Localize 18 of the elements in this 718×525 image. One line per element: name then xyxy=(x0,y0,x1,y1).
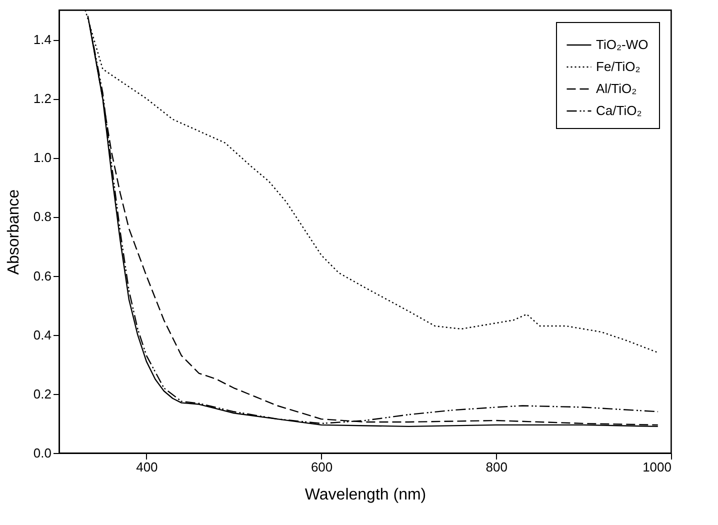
x-tick-label: 800 xyxy=(486,460,508,474)
legend-label: Al/TiO₂ xyxy=(596,81,637,96)
legend-label: Ca/TiO₂ xyxy=(596,103,642,118)
y-tick-label: 0.6 xyxy=(33,268,52,284)
x-axis-title: Wavelength (nm) xyxy=(304,486,426,504)
y-tick-label: 0.4 xyxy=(33,327,52,342)
x-tick-label: 600 xyxy=(310,460,333,474)
y-axis-title: Absorbance xyxy=(5,189,22,275)
x-tick-label: 1000 xyxy=(642,460,672,474)
x-tick-label: 400 xyxy=(136,460,158,474)
legend-label: Fe/TiO₂ xyxy=(596,59,640,74)
legend-label: TiO₂-WO xyxy=(596,37,648,52)
y-tick-label: 0.0 xyxy=(33,446,52,460)
y-tick-label: 1.0 xyxy=(33,150,52,166)
y-tick-label: 1.2 xyxy=(33,91,52,106)
y-tick-label: 0.2 xyxy=(33,386,52,402)
y-tick-label: 0.8 xyxy=(33,209,52,224)
y-tick-label: 1.4 xyxy=(33,32,52,48)
